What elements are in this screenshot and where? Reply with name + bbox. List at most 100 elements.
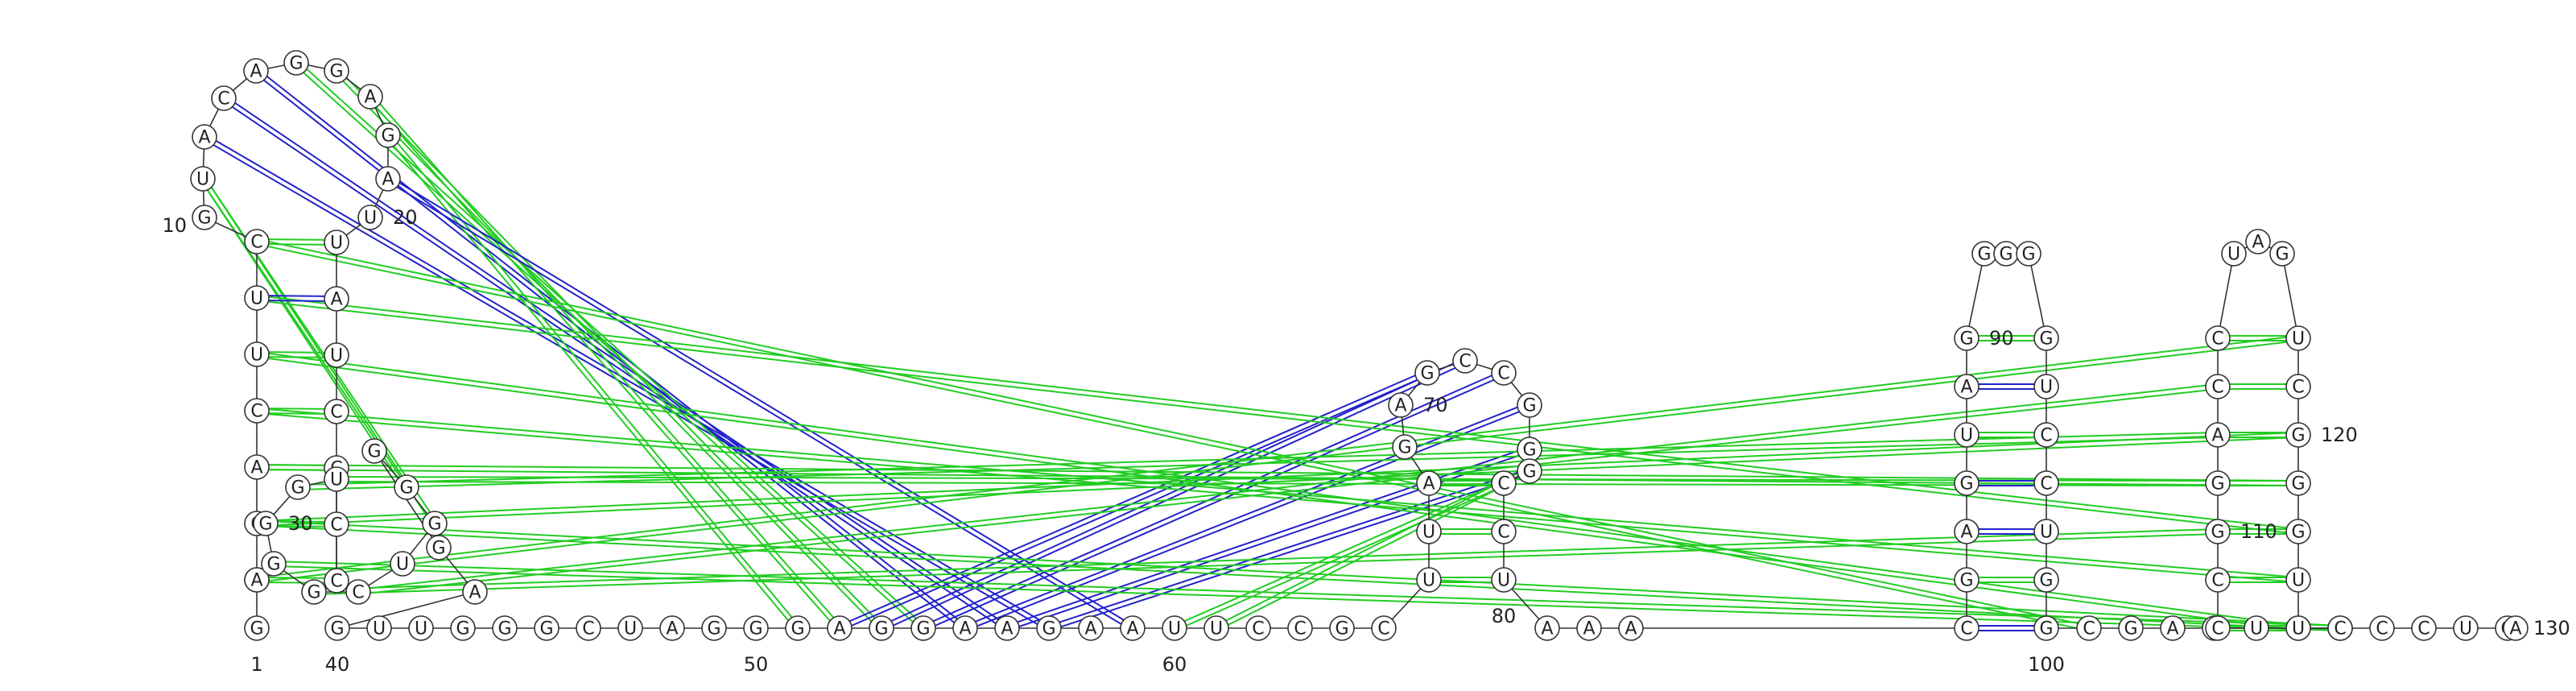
nucleotide-letter: A [2166, 619, 2178, 639]
nucleotide-circle [2076, 615, 2102, 641]
long-range-interaction-31-125 [273, 565, 2340, 631]
nucleotide-letter: A [198, 128, 210, 148]
nucleotide-circle [2033, 470, 2059, 496]
nucleotide-110: G [2205, 519, 2231, 544]
nucleotide-circle [324, 568, 349, 594]
nucleotide-42: U [408, 615, 434, 641]
nucleotide-circle [2033, 374, 2059, 399]
nucleotide-15: G [283, 50, 309, 76]
nucleotide-66: U [1416, 567, 1442, 593]
nucleotide-letter: A [1541, 619, 1553, 639]
nucleotide-65: C [1371, 615, 1397, 641]
nucleotide-60: U [1162, 615, 1187, 641]
nucleotide-circle [1954, 470, 1979, 496]
nucleotide-letter: U [624, 619, 637, 639]
nucleotide-letter: A [382, 170, 394, 190]
long-range-interaction-30-107 [265, 524, 2340, 631]
nucleotide-112: A [2205, 422, 2231, 448]
nucleotide-letter: C [250, 233, 262, 253]
position-label-60: 60 [1162, 653, 1187, 676]
nucleotide-105: U [2244, 615, 2269, 641]
nucleotide-93: G [2016, 241, 2041, 267]
position-label-40: 40 [325, 653, 350, 676]
nucleotide-letter: U [2292, 619, 2305, 639]
nucleotide-19: A [375, 166, 401, 192]
nucleotide-50: G [743, 615, 769, 641]
nucleotide-57: G [1036, 615, 1062, 641]
nucleotide-circle [1576, 615, 1602, 641]
long-range-interaction-17-52 [368, 97, 839, 631]
nucleotide-letter: G [367, 442, 381, 462]
nucleotide-1: G [244, 615, 270, 641]
nucleotide-circle [2369, 615, 2395, 641]
long-range-interaction-31-125 [274, 561, 2341, 627]
nucleotide-circle [2205, 519, 2231, 544]
nucleotide-letter: C [1294, 619, 1306, 639]
nucleotide-circle [2453, 615, 2479, 641]
nucleotide-letter: G [1522, 441, 1536, 461]
nucleotide-circle [366, 615, 392, 641]
position-label-50: 50 [744, 653, 769, 676]
nucleotide-64: G [1329, 615, 1355, 641]
nucleotide-121: G [2285, 470, 2311, 496]
long-range-interaction-56-75 [1005, 446, 1530, 627]
nucleotide-letter: G [289, 54, 303, 74]
nucleotide-41: U [366, 615, 392, 641]
nucleotide-63: C [1287, 615, 1313, 641]
long-range-interaction-33-113 [357, 383, 2218, 591]
nucleotide-letter: C [330, 515, 342, 536]
backbone-segment [2028, 253, 2047, 339]
nucleotide-letter: A [1084, 619, 1096, 639]
nucleotide-letter: C [352, 583, 364, 603]
base-pair-8-22 [256, 299, 336, 302]
nucleotide-letter: U [250, 289, 263, 309]
nucleotide-letter: G [2291, 426, 2305, 446]
nucleotide-letter: G [791, 619, 804, 639]
position-label-1: 1 [250, 653, 262, 676]
nucleotide-92: G [1993, 241, 2019, 267]
nucleotide-circle [1120, 615, 1146, 641]
nucleotide-letter: C [2211, 329, 2223, 350]
nucleotide-circle [869, 615, 894, 641]
nucleotide-letter: G [329, 62, 343, 82]
nucleotide-letter: G [2211, 474, 2224, 494]
nucleotide-46: C [576, 615, 601, 641]
nucleotide-circle [390, 551, 415, 577]
nucleotide-13: C [211, 85, 237, 111]
nucleotide-circle [244, 398, 270, 424]
nucleotide-75: G [1517, 437, 1542, 462]
nucleotide-letter: A [250, 571, 262, 591]
nucleotide-letter: C [2211, 378, 2223, 398]
nucleotide-letter: U [1422, 523, 1435, 543]
nucleotide-circle [2244, 615, 2269, 641]
nucleotide-74: G [1517, 392, 1542, 418]
nucleotide-70: A [1388, 392, 1414, 418]
nucleotide-letter: C [1459, 352, 1471, 372]
nucleotide-54: G [910, 615, 936, 641]
nucleotide-114: C [2205, 325, 2231, 351]
nucleotide-circle [2033, 422, 2059, 448]
base-pair-6-24 [256, 412, 336, 415]
nucleotide-circle [785, 615, 811, 641]
nucleotide-circle [2205, 567, 2231, 593]
nucleotide-letter: U [196, 170, 209, 190]
nucleotide-letter: A [1001, 619, 1013, 639]
long-range-interaction-54-73 [923, 374, 1505, 631]
nucleotide-circle [1954, 325, 1979, 351]
nucleotide-circle [1416, 519, 1442, 544]
nucleotide-7: U [244, 341, 270, 367]
nucleotide-letter: A [1126, 619, 1138, 639]
long-range-interaction-16-53 [334, 72, 881, 631]
nucleotide-5: A [244, 454, 270, 480]
nucleotide-98: U [2033, 519, 2059, 544]
nucleotide-letter: G [916, 619, 930, 639]
nucleotide-23: U [324, 342, 349, 368]
backbone-segment [2217, 253, 2235, 339]
nucleotide-letter: U [415, 619, 427, 639]
nucleotide-letter: G [1420, 364, 1434, 384]
nucleotide-12: A [192, 124, 217, 150]
nucleotide-circle [283, 50, 309, 76]
nucleotide-letter: A [2509, 619, 2521, 639]
nucleotide-letter: G [2021, 245, 2035, 265]
nucleotide-26: C [324, 511, 349, 537]
